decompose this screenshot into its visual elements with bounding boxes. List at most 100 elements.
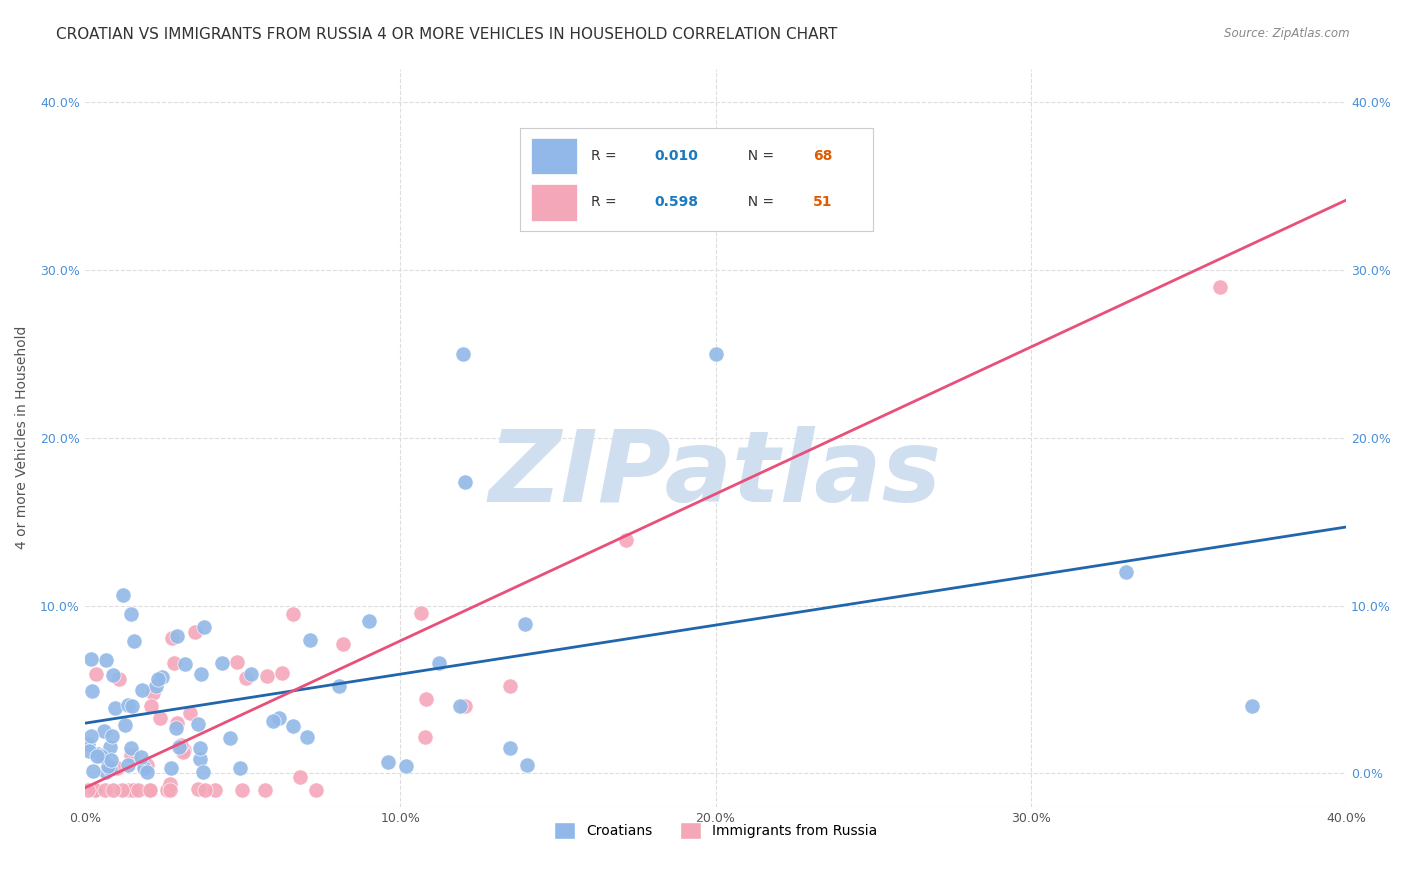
Point: [297, 730, 319, 744]
Point: [219, 731, 242, 745]
Point: [111, 588, 134, 602]
Point: [515, 616, 537, 631]
Point: [135, 764, 157, 779]
Point: [211, 656, 233, 670]
Point: [449, 698, 471, 713]
Point: [229, 761, 252, 775]
Point: [131, 682, 153, 697]
Point: [173, 657, 195, 672]
Point: [120, 748, 142, 763]
Point: [395, 758, 418, 772]
Point: [117, 758, 139, 772]
Point: [166, 716, 188, 731]
Point: [120, 607, 142, 621]
Point: [187, 781, 209, 796]
Point: [122, 783, 145, 797]
Point: [96, 764, 118, 779]
Point: [169, 739, 191, 753]
Point: [183, 625, 205, 640]
Point: [129, 749, 152, 764]
Point: [1240, 699, 1263, 714]
Point: [413, 731, 436, 745]
Point: [262, 714, 284, 729]
Point: [84, 783, 107, 797]
Point: [159, 777, 181, 791]
Point: [188, 751, 211, 765]
Point: [427, 656, 450, 670]
Point: [190, 667, 212, 681]
Point: [132, 761, 155, 775]
Point: [409, 606, 432, 620]
Point: [239, 667, 262, 681]
Point: [194, 783, 217, 797]
Point: [142, 686, 165, 700]
Point: [357, 615, 380, 629]
Point: [149, 711, 172, 725]
Point: [499, 680, 522, 694]
Point: [165, 721, 187, 735]
Point: [499, 741, 522, 756]
Point: [100, 762, 122, 776]
Point: [84, 666, 107, 681]
Point: [139, 699, 162, 714]
Point: [288, 770, 311, 784]
Point: [101, 729, 124, 743]
Point: [118, 783, 141, 797]
Point: [191, 764, 214, 779]
Point: [101, 783, 124, 797]
Point: [159, 783, 181, 797]
Point: [77, 737, 100, 751]
Point: [82, 764, 104, 779]
Legend: Croatians, Immigrants from Russia: Croatians, Immigrants from Russia: [548, 816, 883, 845]
Point: [283, 719, 305, 733]
Point: [704, 347, 727, 361]
Point: [516, 758, 538, 772]
Point: [93, 723, 115, 738]
Point: [98, 739, 121, 754]
Point: [124, 634, 146, 648]
Point: [1209, 279, 1232, 293]
Point: [138, 783, 160, 797]
Point: [179, 706, 201, 720]
Point: [173, 743, 195, 757]
Point: [328, 679, 350, 693]
Point: [305, 783, 328, 797]
Point: [104, 701, 127, 715]
Point: [77, 743, 100, 757]
Point: [332, 638, 354, 652]
Point: [160, 761, 183, 775]
Point: [267, 711, 290, 725]
Point: [79, 652, 101, 666]
Point: [87, 747, 110, 762]
Point: [657, 187, 679, 202]
Point: [146, 672, 169, 686]
Point: [415, 692, 437, 706]
Point: [235, 671, 257, 685]
Point: [121, 699, 143, 714]
Point: [616, 533, 638, 548]
Point: [111, 783, 134, 797]
Point: [453, 475, 475, 490]
Text: Source: ZipAtlas.com: Source: ZipAtlas.com: [1225, 27, 1350, 40]
Text: CROATIAN VS IMMIGRANTS FROM RUSSIA 4 OR MORE VEHICLES IN HOUSEHOLD CORRELATION C: CROATIAN VS IMMIGRANTS FROM RUSSIA 4 OR …: [56, 27, 838, 42]
Point: [80, 729, 103, 743]
Point: [225, 655, 247, 669]
Point: [108, 672, 131, 686]
Point: [454, 698, 477, 713]
Point: [172, 745, 194, 759]
Point: [270, 666, 292, 681]
Point: [135, 757, 157, 772]
Point: [163, 656, 186, 670]
Point: [204, 783, 226, 797]
Point: [94, 783, 117, 797]
Point: [83, 783, 105, 797]
Point: [96, 653, 118, 667]
Point: [77, 783, 100, 797]
Text: ZIPatlas: ZIPatlas: [489, 426, 942, 524]
Point: [187, 716, 209, 731]
Point: [86, 749, 108, 764]
Y-axis label: 4 or more Vehicles in Household: 4 or more Vehicles in Household: [15, 326, 30, 549]
Point: [281, 607, 304, 621]
Point: [101, 667, 124, 681]
Point: [97, 759, 120, 773]
